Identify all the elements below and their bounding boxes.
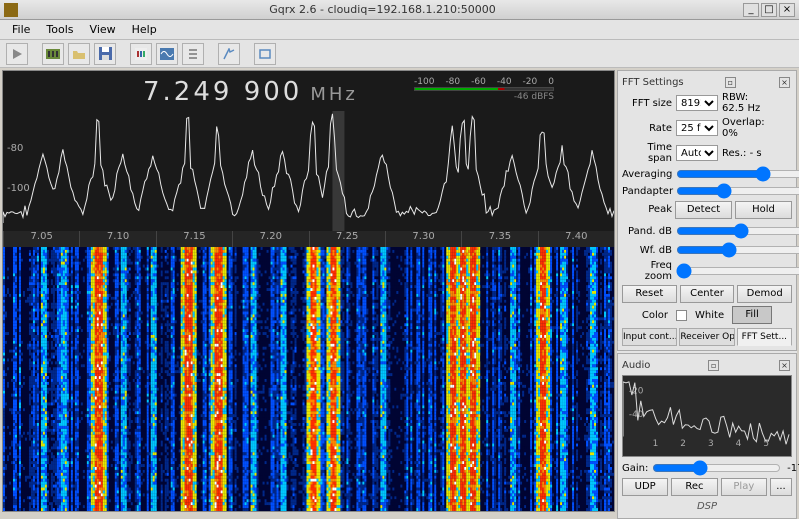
open-button[interactable] bbox=[68, 43, 90, 65]
demod-button[interactable]: Demod bbox=[737, 285, 792, 303]
freq-tick: 7.35 bbox=[461, 231, 537, 247]
fullscreen-button[interactable] bbox=[254, 43, 276, 65]
gain-slider[interactable] bbox=[652, 461, 781, 475]
freq-tick: 7.30 bbox=[385, 231, 461, 247]
rate-select[interactable]: 25 fps bbox=[676, 120, 718, 136]
device-button[interactable] bbox=[42, 43, 64, 65]
app-icon bbox=[4, 3, 18, 17]
audio-spectrum[interactable]: -20-4012345 bbox=[622, 375, 792, 457]
panddb-label: Pand. dB bbox=[622, 226, 672, 237]
dbfs-reading: -46 dBFS bbox=[414, 92, 554, 102]
menu-help[interactable]: Help bbox=[124, 21, 165, 38]
wfdb-label: Wf. dB bbox=[622, 245, 672, 256]
panel-close-icon[interactable]: × bbox=[779, 360, 790, 371]
play-button[interactable] bbox=[6, 43, 28, 65]
menubar: File Tools View Help bbox=[0, 20, 799, 40]
white-label: White bbox=[695, 310, 724, 321]
center-button[interactable]: Center bbox=[680, 285, 735, 303]
frequency-axis: 7.057.107.157.207.257.307.357.40 bbox=[3, 231, 614, 247]
frequency-display[interactable]: 7.249 900 MHz bbox=[143, 77, 358, 108]
frequency-digits[interactable]: 7.249 900 bbox=[143, 77, 302, 107]
tab-receiver-options[interactable]: Receiver Opti... bbox=[679, 328, 734, 346]
freqzoom-slider[interactable] bbox=[676, 264, 799, 278]
freq-tick: 7.05 bbox=[3, 231, 79, 247]
fft-size-label: FFT size bbox=[622, 98, 672, 109]
save-button[interactable] bbox=[94, 43, 116, 65]
dbfs-tick: -40 bbox=[497, 77, 512, 87]
panel-close-icon[interactable]: × bbox=[779, 77, 790, 88]
timespan-label: Time span bbox=[622, 142, 672, 164]
frequency-unit: MHz bbox=[310, 84, 358, 105]
gain-label: Gain: bbox=[622, 463, 648, 474]
timespan-select[interactable]: Auto bbox=[676, 145, 718, 161]
more-button[interactable]: ... bbox=[770, 478, 792, 496]
fft-size-select[interactable]: 8192 bbox=[676, 95, 718, 111]
menu-view[interactable]: View bbox=[82, 21, 124, 38]
pandapter-label: Pandapter bbox=[622, 186, 672, 197]
audio-panel-title: Audio bbox=[622, 360, 650, 371]
hold-button[interactable]: Hold bbox=[735, 201, 792, 219]
spectrum-waterfall-area[interactable]: 7.249 900 MHz -100 -80 -60 -40 -20 0 -46 … bbox=[2, 70, 615, 512]
averaging-slider[interactable] bbox=[676, 167, 799, 181]
dbfs-meter: -100 -80 -60 -40 -20 0 -46 dBFS bbox=[414, 77, 554, 102]
tab-input-controls[interactable]: Input cont... bbox=[622, 328, 677, 346]
window-title: Gqrx 2.6 - cloudiq=192.168.1.210:50000 bbox=[24, 3, 741, 16]
udp-button[interactable]: UDP bbox=[622, 478, 668, 496]
overlap-label: Overlap: 0% bbox=[722, 117, 768, 139]
settings-button[interactable] bbox=[182, 43, 204, 65]
maximize-button[interactable]: □ bbox=[761, 3, 777, 17]
fill-button[interactable]: Fill bbox=[732, 306, 772, 324]
color-label: Color bbox=[642, 310, 668, 321]
record-button[interactable] bbox=[130, 43, 152, 65]
panddb-slider[interactable] bbox=[676, 224, 799, 238]
panel-undock-icon[interactable]: ▫ bbox=[725, 77, 736, 88]
toolbar bbox=[0, 40, 799, 68]
dsp-button[interactable] bbox=[156, 43, 178, 65]
freq-tick: 7.40 bbox=[538, 231, 614, 247]
gain-value: -17.1 dB bbox=[785, 463, 799, 474]
audio-panel: Audio ▫ × -20-4012345 Gain: -17.1 dB UDPRec… bbox=[617, 353, 797, 519]
detect-button[interactable]: Detect bbox=[675, 201, 732, 219]
white-checkbox[interactable] bbox=[676, 310, 687, 321]
screenshot-button[interactable] bbox=[218, 43, 240, 65]
dbfs-tick: -80 bbox=[445, 77, 460, 87]
peak-label: Peak bbox=[622, 201, 672, 219]
tab-fft-settings[interactable]: FFT Sett... bbox=[737, 328, 792, 346]
freq-tick: 7.10 bbox=[79, 231, 155, 247]
dbfs-tick: 0 bbox=[548, 77, 554, 87]
dbfs-tick: -20 bbox=[523, 77, 538, 87]
rec-button[interactable]: Rec bbox=[671, 478, 717, 496]
freq-tick: 7.20 bbox=[232, 231, 308, 247]
panel-undock-icon[interactable]: ▫ bbox=[708, 360, 719, 371]
dsp-label: DSP bbox=[622, 499, 792, 514]
freq-tick: 7.15 bbox=[156, 231, 232, 247]
spectrum-plot[interactable] bbox=[3, 111, 614, 231]
pandapter-slider[interactable] bbox=[676, 184, 799, 198]
rate-label: Rate bbox=[622, 123, 672, 134]
reset-button[interactable]: Reset bbox=[622, 285, 677, 303]
rbw-label: RBW: 62.5 Hz bbox=[722, 92, 768, 114]
averaging-label: Averaging bbox=[622, 169, 672, 180]
wfdb-slider[interactable] bbox=[676, 243, 799, 257]
menu-tools[interactable]: Tools bbox=[38, 21, 81, 38]
fft-settings-panel: FFT Settings▫× FFT size8192RBW: 62.5 Hz … bbox=[617, 70, 797, 351]
close-button[interactable]: × bbox=[779, 3, 795, 17]
minimize-button[interactable]: _ bbox=[743, 3, 759, 17]
waterfall-plot[interactable] bbox=[3, 247, 614, 511]
dbfs-tick: -60 bbox=[471, 77, 486, 87]
dbfs-tick: -100 bbox=[414, 77, 434, 87]
menu-file[interactable]: File bbox=[4, 21, 38, 38]
fft-panel-title: FFT Settings bbox=[622, 77, 684, 88]
freq-tick: 7.25 bbox=[309, 231, 385, 247]
res-label: Res.: - s bbox=[722, 148, 768, 159]
play-button-audio[interactable]: Play bbox=[721, 478, 767, 496]
freqzoom-label: Freq zoom bbox=[622, 260, 672, 282]
